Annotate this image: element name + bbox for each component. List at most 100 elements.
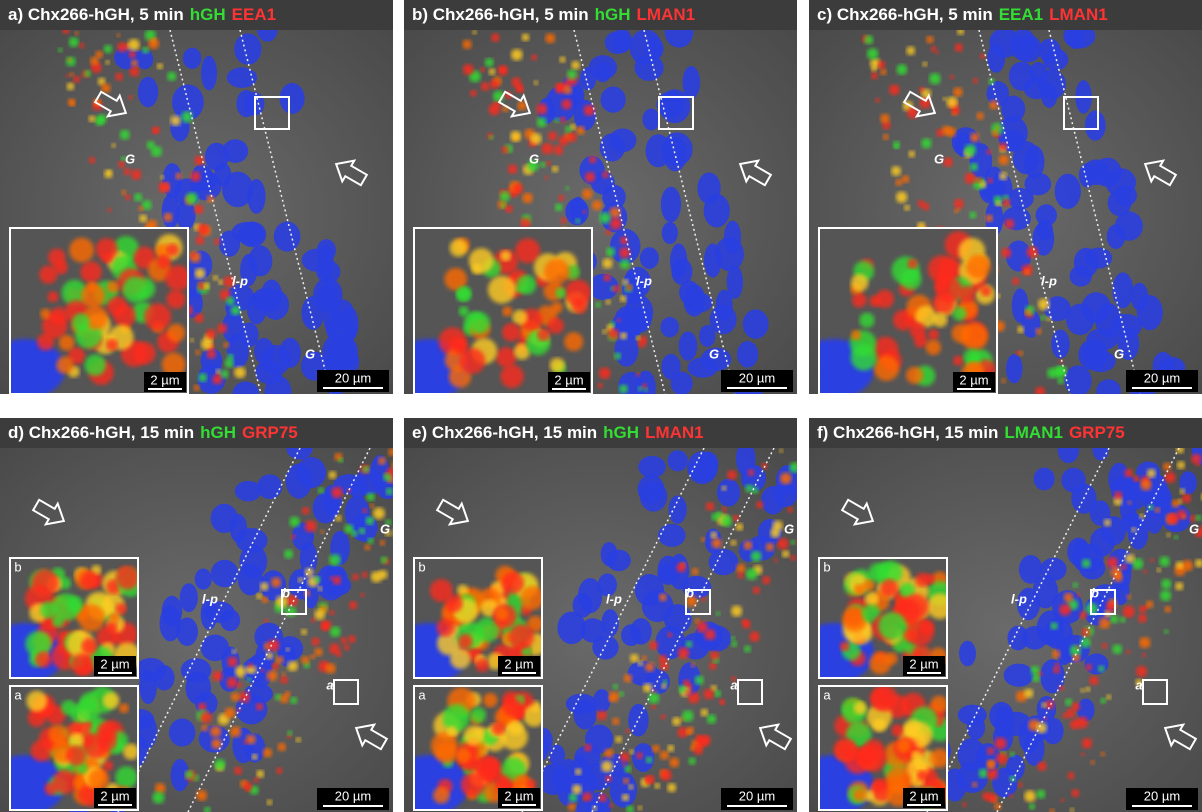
signal bbox=[1015, 351, 1019, 355]
inset-label: a bbox=[14, 687, 22, 702]
signal bbox=[138, 206, 143, 211]
signal bbox=[500, 250, 511, 261]
signal bbox=[123, 744, 139, 760]
signal bbox=[706, 502, 715, 511]
signal bbox=[144, 303, 171, 330]
signal bbox=[73, 777, 84, 788]
signal bbox=[748, 469, 755, 476]
signal bbox=[908, 151, 915, 158]
signal bbox=[520, 218, 530, 228]
inset: b2 µm bbox=[0, 558, 143, 683]
signal bbox=[880, 69, 887, 76]
signal bbox=[762, 576, 770, 584]
signal bbox=[575, 768, 582, 775]
signal bbox=[131, 60, 138, 67]
nucleus bbox=[1112, 272, 1133, 308]
signal bbox=[797, 537, 807, 547]
nucleus bbox=[201, 56, 217, 91]
signal bbox=[212, 671, 222, 681]
signal bbox=[1009, 776, 1015, 782]
nucleus bbox=[1066, 304, 1094, 335]
signal bbox=[554, 118, 559, 123]
signal bbox=[287, 661, 298, 672]
signal bbox=[602, 329, 607, 334]
signal bbox=[753, 587, 761, 595]
nucleus bbox=[176, 200, 195, 230]
nucleus bbox=[1096, 379, 1121, 402]
signal bbox=[988, 760, 996, 768]
nucleus bbox=[222, 172, 253, 208]
signal bbox=[433, 787, 450, 804]
signal bbox=[490, 80, 499, 89]
signal bbox=[1139, 514, 1144, 519]
signal bbox=[667, 632, 672, 637]
signal bbox=[260, 582, 269, 591]
signal bbox=[165, 265, 190, 290]
signal bbox=[550, 358, 565, 373]
signal bbox=[84, 70, 91, 77]
nucleus bbox=[710, 305, 737, 334]
signal bbox=[471, 264, 482, 275]
signal bbox=[263, 748, 272, 757]
signal bbox=[1025, 270, 1030, 275]
signal bbox=[501, 146, 509, 154]
signal bbox=[329, 610, 334, 615]
signal bbox=[81, 284, 105, 308]
signal bbox=[629, 749, 634, 754]
nucleus bbox=[549, 744, 565, 766]
nucleus bbox=[628, 704, 648, 737]
signal bbox=[659, 655, 667, 663]
signal bbox=[620, 332, 627, 339]
nucleus bbox=[351, 514, 378, 542]
signal bbox=[605, 229, 611, 235]
signal bbox=[917, 770, 928, 781]
signal bbox=[447, 726, 457, 736]
signal bbox=[902, 594, 928, 620]
signal bbox=[787, 507, 793, 513]
signal bbox=[103, 692, 120, 709]
signal bbox=[483, 693, 498, 708]
signal bbox=[79, 43, 85, 49]
signal bbox=[638, 386, 643, 391]
signal bbox=[472, 30, 477, 35]
signal bbox=[597, 710, 607, 720]
signal bbox=[534, 80, 539, 85]
nucleus bbox=[657, 563, 679, 585]
signal bbox=[880, 579, 898, 597]
signal bbox=[115, 73, 123, 81]
signal bbox=[201, 725, 208, 732]
signal bbox=[1024, 688, 1034, 698]
signal bbox=[67, 58, 71, 62]
signal bbox=[688, 757, 695, 764]
signal bbox=[85, 354, 106, 375]
signal bbox=[599, 212, 610, 223]
signal bbox=[107, 208, 112, 213]
signal bbox=[261, 596, 268, 603]
signal bbox=[500, 365, 523, 388]
signal bbox=[530, 133, 541, 144]
signal bbox=[239, 692, 250, 703]
scale-bar-label: 20 µm bbox=[739, 788, 775, 803]
signal bbox=[462, 40, 471, 49]
signal bbox=[80, 261, 101, 282]
signal bbox=[904, 205, 910, 211]
signal bbox=[1110, 566, 1121, 577]
signal bbox=[1125, 554, 1135, 564]
signal bbox=[1012, 277, 1020, 285]
signal bbox=[75, 31, 79, 35]
signal bbox=[743, 541, 752, 550]
signal bbox=[561, 217, 567, 223]
signal bbox=[296, 737, 301, 742]
nucleus bbox=[727, 265, 743, 299]
signal bbox=[617, 318, 621, 322]
signal bbox=[567, 70, 577, 80]
signal bbox=[567, 132, 577, 142]
inset-scale-label: 2 µm bbox=[554, 372, 583, 387]
signal bbox=[1010, 752, 1015, 757]
nucleus bbox=[704, 194, 730, 228]
signal bbox=[301, 656, 309, 664]
signal bbox=[790, 555, 796, 561]
signal bbox=[167, 72, 176, 81]
signal bbox=[619, 384, 628, 393]
nucleus bbox=[238, 563, 263, 595]
